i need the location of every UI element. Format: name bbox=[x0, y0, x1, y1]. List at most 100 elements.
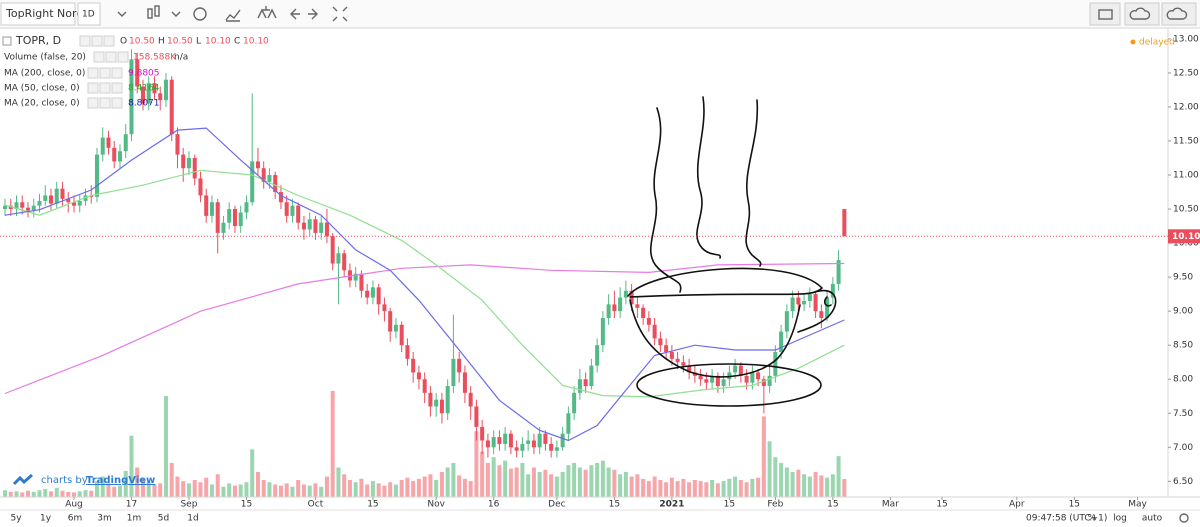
candle-body bbox=[549, 443, 554, 451]
volume-bar bbox=[89, 490, 94, 497]
x-tick-label: Feb bbox=[767, 500, 783, 510]
volume-bar bbox=[37, 490, 42, 497]
candle-body bbox=[508, 433, 513, 448]
x-tick-label: 15 bbox=[827, 500, 838, 510]
legend-button[interactable] bbox=[93, 51, 105, 63]
snapshot-button[interactable] bbox=[1089, 2, 1121, 26]
candle-body bbox=[106, 137, 111, 148]
candle-body bbox=[215, 202, 220, 233]
volume-bar bbox=[462, 478, 467, 497]
range-button[interactable]: 3m bbox=[97, 514, 112, 524]
volume-bar bbox=[520, 462, 525, 497]
volume-bar bbox=[675, 481, 680, 497]
volume-bar bbox=[77, 491, 82, 497]
legend-button[interactable] bbox=[99, 67, 111, 79]
volume-bar bbox=[186, 483, 191, 497]
interval-box[interactable] bbox=[77, 2, 101, 26]
x-tick-label: 15 bbox=[936, 500, 947, 510]
legend-button[interactable] bbox=[87, 82, 99, 94]
ohlc-value: 10.50 bbox=[167, 37, 193, 47]
candle-body bbox=[457, 358, 462, 373]
moving-average-line bbox=[4, 169, 845, 398]
candle-body bbox=[296, 205, 301, 223]
candle-body bbox=[66, 198, 71, 203]
candle-body bbox=[198, 178, 203, 196]
candle-body bbox=[238, 212, 243, 227]
candle-body bbox=[324, 222, 329, 237]
scale-option[interactable]: % bbox=[1088, 514, 1097, 524]
range-button[interactable]: 1y bbox=[40, 514, 52, 524]
legend-button[interactable] bbox=[111, 67, 123, 79]
candle-icon[interactable] bbox=[147, 5, 160, 19]
volume-bar bbox=[549, 474, 554, 497]
interval[interactable]: 1D bbox=[82, 10, 95, 20]
candle-body bbox=[100, 137, 105, 155]
indicators-icon[interactable] bbox=[225, 9, 241, 22]
volume-bar bbox=[388, 482, 393, 497]
candle-body bbox=[543, 433, 548, 444]
candle-body bbox=[462, 372, 467, 393]
volume-bar bbox=[698, 481, 703, 497]
legend-button[interactable] bbox=[103, 35, 115, 47]
volume-bar bbox=[66, 491, 71, 497]
volume-bar bbox=[761, 416, 766, 497]
legend-button[interactable] bbox=[111, 97, 123, 109]
candle-body bbox=[255, 161, 260, 169]
volume-bar bbox=[365, 484, 370, 497]
range-button[interactable]: 5y bbox=[10, 514, 22, 524]
candle-body bbox=[169, 79, 174, 135]
candle-body bbox=[773, 352, 778, 376]
ohlc-key: L bbox=[196, 37, 201, 47]
legend-button[interactable] bbox=[79, 35, 91, 47]
fullscreen-icon[interactable] bbox=[332, 6, 348, 22]
legend-button[interactable] bbox=[99, 97, 111, 109]
candle-body bbox=[474, 406, 479, 427]
volume-bar bbox=[480, 451, 485, 497]
undo-icon[interactable] bbox=[290, 8, 300, 20]
mark bbox=[823, 296, 832, 307]
candle-body bbox=[71, 202, 77, 206]
ohlc-key: O bbox=[120, 37, 127, 47]
volume-bar bbox=[623, 472, 628, 497]
redo-icon[interactable] bbox=[308, 8, 318, 20]
range-button[interactable]: 5d bbox=[158, 514, 169, 524]
symbol-box[interactable] bbox=[0, 2, 76, 26]
range-button[interactable]: 1m bbox=[127, 514, 142, 524]
candle-body bbox=[370, 287, 375, 298]
range-button[interactable]: 1d bbox=[187, 514, 198, 524]
candle-body bbox=[8, 205, 13, 210]
legend-button[interactable] bbox=[87, 67, 99, 79]
y-tick-label: 11.00 bbox=[1173, 171, 1199, 181]
volume-bar bbox=[192, 479, 197, 497]
candle-body bbox=[721, 379, 726, 387]
compare-icon[interactable] bbox=[257, 6, 277, 19]
candle-body bbox=[393, 324, 398, 332]
watermark-brand[interactable]: TradingView bbox=[86, 475, 155, 486]
range-button[interactable]: 6m bbox=[68, 514, 83, 524]
dropdown-icon[interactable] bbox=[171, 11, 181, 17]
x-tick-label: Sep bbox=[180, 500, 197, 510]
candle-body bbox=[813, 294, 818, 312]
symbol-input[interactable]: TopRight Nordi bbox=[5, 7, 86, 20]
y-tick-label: 10.00 bbox=[1173, 239, 1199, 249]
candle-body bbox=[790, 297, 795, 312]
legend-button[interactable] bbox=[91, 35, 103, 47]
candle-body bbox=[250, 161, 255, 203]
volume-bar bbox=[577, 467, 582, 497]
dropdown-icon[interactable] bbox=[117, 11, 127, 17]
scale-option[interactable]: auto bbox=[1142, 514, 1163, 524]
candle-body bbox=[825, 297, 830, 318]
legend-button[interactable] bbox=[105, 51, 117, 63]
legend-button[interactable] bbox=[87, 97, 99, 109]
settings-button[interactable] bbox=[1179, 513, 1189, 523]
settings-icon[interactable] bbox=[193, 7, 207, 21]
candle-body bbox=[560, 433, 565, 448]
legend-button[interactable] bbox=[117, 51, 129, 63]
scale-option[interactable]: log bbox=[1113, 514, 1127, 524]
legend-button[interactable] bbox=[111, 82, 123, 94]
volume-bar bbox=[802, 474, 807, 497]
candle-body bbox=[761, 379, 766, 387]
legend-button[interactable] bbox=[99, 82, 111, 94]
candle-body bbox=[566, 413, 571, 434]
candle-body bbox=[2, 205, 8, 210]
